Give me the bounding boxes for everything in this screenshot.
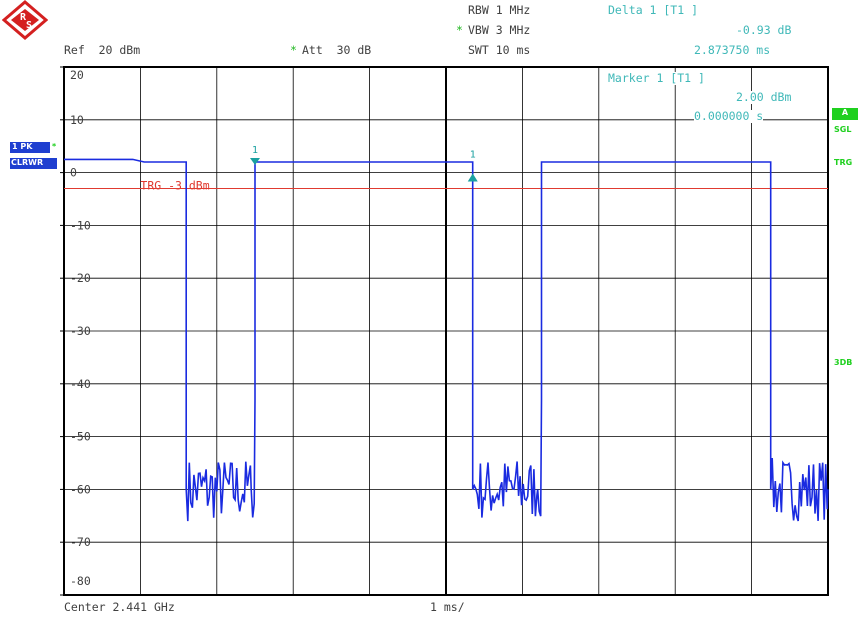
trace-mode-badge: 1 PK (10, 142, 50, 153)
center-frequency-label: Center 2.441 GHz (64, 600, 175, 614)
marker-title: Marker 1 [T1 ] (608, 71, 705, 85)
marker-level: 2.00 dBm (736, 90, 792, 104)
y-tick-label: -70 (70, 535, 91, 549)
svg-text:R: R (20, 12, 27, 23)
marker-time: 0.000000 s (694, 109, 764, 123)
vbw-star: * (456, 23, 463, 37)
trigger-badge: TRG (834, 158, 853, 167)
time-per-div-label: 1 ms/ (430, 600, 465, 614)
vbw-label: VBW 3 MHz (468, 23, 531, 37)
rbw-label: RBW 1 MHz (468, 3, 531, 17)
y-tick-label: -20 (70, 271, 91, 285)
trace-a-badge: A (832, 108, 858, 120)
delta-marker-label: 1 (470, 150, 476, 161)
y-tick-label: -30 (70, 324, 91, 338)
delta-marker-title: Delta 1 [T1 ] (608, 3, 699, 17)
y-tick-label: -40 (70, 377, 91, 391)
delta-marker-triangle (467, 173, 478, 182)
att-star: * (290, 43, 297, 57)
delta-marker-time: 2.873750 ms (694, 43, 771, 57)
y-tick-label: 20 (70, 68, 84, 82)
trigger-level-label: TRG -3 dBm (140, 178, 209, 192)
y-tick-label: -60 (70, 482, 91, 496)
delta-marker-level: -0.93 dB (736, 23, 792, 37)
ref-level-label: Ref 20 dBm (64, 43, 141, 57)
trace-1-line (64, 158, 829, 522)
y-tick-label: -80 (70, 574, 91, 588)
sweep-time-label: SWT 10 ms (468, 43, 531, 57)
marker-1-triangle (250, 158, 260, 166)
y-tick-label: -50 (70, 430, 91, 444)
clear-write-badge: CLRWR (10, 158, 57, 169)
3db-badge: 3DB (834, 358, 853, 367)
marker-1-label: 1 (252, 145, 258, 156)
svg-text:S: S (26, 20, 32, 31)
y-tick-label: 0 (70, 166, 77, 180)
attenuation-label: Att 30 dB (302, 43, 372, 57)
brand-logo-icon: R S (2, 0, 48, 40)
trace-mode-star: * (52, 142, 57, 151)
single-sweep-badge: SGL (834, 125, 852, 134)
y-tick-label: -10 (70, 218, 91, 232)
y-tick-label: 10 (70, 113, 84, 127)
